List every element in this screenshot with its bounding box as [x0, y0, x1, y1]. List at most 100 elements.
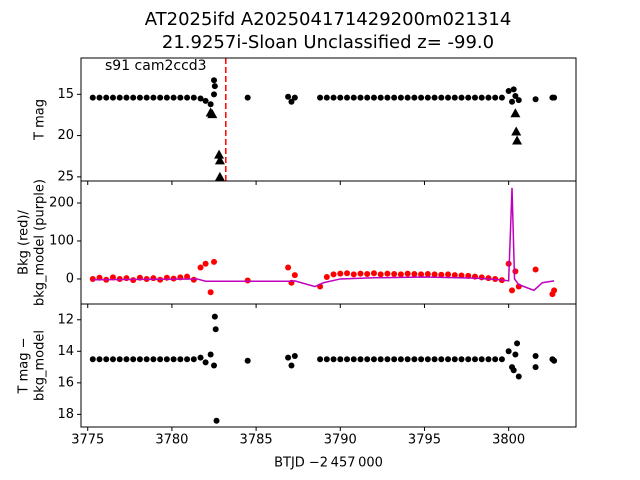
data-point [510, 86, 517, 93]
x-tick-label: 3790 [324, 433, 357, 448]
y-axis-label: T mag − [17, 338, 32, 395]
data-point [109, 94, 116, 101]
data-point [207, 101, 214, 108]
data-point [411, 356, 418, 363]
data-point [478, 356, 485, 363]
data-point [150, 94, 157, 101]
x-tick-label: 3795 [408, 433, 441, 448]
data-point [509, 98, 516, 105]
data-point [288, 98, 295, 105]
data-point [89, 275, 96, 282]
data-point [357, 356, 364, 363]
data-point [515, 373, 522, 380]
data-point [177, 94, 184, 101]
data-point [458, 356, 465, 363]
data-point [211, 258, 218, 265]
data-point [197, 354, 204, 361]
data-point [150, 275, 157, 282]
upper-limit [512, 135, 523, 145]
plot-frame [80, 180, 577, 305]
data-point [357, 94, 364, 101]
data-point [317, 94, 324, 101]
data-point [364, 94, 371, 101]
data-point [532, 266, 539, 273]
data-point [291, 272, 298, 279]
data-point [485, 356, 492, 363]
data-point [532, 364, 539, 371]
data-point [130, 94, 137, 101]
data-point [492, 94, 499, 101]
data-point [418, 94, 425, 101]
data-point [532, 96, 539, 103]
data-point [498, 94, 505, 101]
data-point [364, 356, 371, 363]
data-point [478, 274, 485, 281]
data-point [465, 94, 472, 101]
data-point [291, 353, 298, 360]
data-point [163, 94, 170, 101]
data-point [391, 271, 398, 278]
plot-frame [80, 57, 577, 182]
y-tick-label: 100 [49, 233, 74, 248]
data-point [512, 268, 519, 275]
upper-limit [511, 126, 522, 136]
upper-limit [510, 108, 521, 118]
y-tick-label: 20 [57, 128, 74, 143]
annotation: s91 cam2ccd3 [105, 58, 207, 74]
data-point [445, 94, 452, 101]
data-point [143, 94, 150, 101]
data-point [344, 356, 351, 363]
data-point [157, 94, 164, 101]
data-point [384, 270, 391, 277]
data-point [211, 91, 218, 98]
upper-limit [214, 155, 225, 165]
data-point [170, 356, 177, 363]
data-point [211, 83, 218, 90]
data-point [136, 94, 143, 101]
data-point [150, 356, 157, 363]
data-point [177, 356, 184, 363]
data-point [404, 270, 411, 277]
y-axis-label: bkg_model (purple) [33, 179, 48, 306]
data-point [197, 95, 204, 102]
data-point [244, 94, 251, 101]
data-point [109, 356, 116, 363]
data-point [136, 356, 143, 363]
data-point [130, 356, 137, 363]
data-point [197, 264, 204, 271]
x-tick-label: 3775 [71, 433, 104, 448]
data-point [143, 356, 150, 363]
data-point [337, 94, 344, 101]
data-point [213, 417, 220, 424]
data-point [445, 356, 452, 363]
data-point [89, 356, 96, 363]
y-tick-label: 14 [57, 344, 74, 359]
data-point [512, 351, 519, 358]
y-axis-label: Bkg (red)/ [17, 210, 32, 275]
data-point [438, 356, 445, 363]
data-point [190, 356, 197, 363]
data-point [344, 94, 351, 101]
y-axis-label: T mag [33, 99, 48, 141]
y-tick-label: 12 [57, 312, 74, 327]
data-point [397, 94, 404, 101]
data-point [285, 93, 292, 100]
data-point [163, 356, 170, 363]
data-point [350, 356, 357, 363]
data-point [384, 356, 391, 363]
data-point [509, 287, 516, 294]
data-point [116, 94, 123, 101]
x-tick-label: 3780 [155, 433, 188, 448]
data-point [404, 356, 411, 363]
data-point [96, 356, 103, 363]
data-point [323, 274, 330, 281]
data-point [337, 270, 344, 277]
data-point [202, 97, 209, 104]
data-point [211, 313, 218, 320]
data-point [424, 356, 431, 363]
data-point [510, 367, 517, 374]
data-point [184, 273, 191, 280]
data-point [123, 275, 130, 282]
data-point [465, 356, 472, 363]
